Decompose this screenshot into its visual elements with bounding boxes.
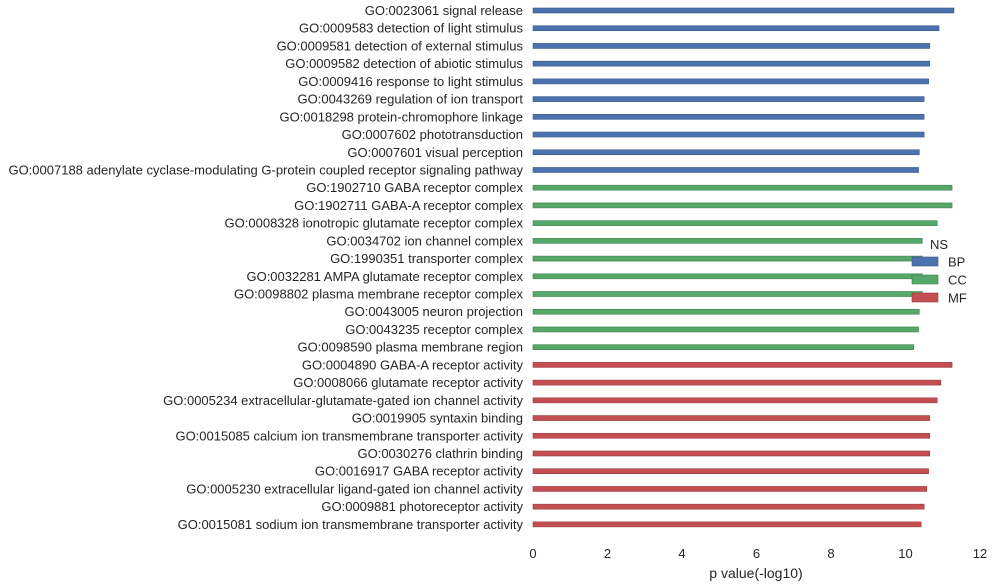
bar-mf-24 xyxy=(532,432,931,439)
category-label: GO:0009582 detection of abiotic stimulus xyxy=(285,56,523,71)
bar-mf-22 xyxy=(532,397,938,404)
bar-mf-26 xyxy=(532,468,929,475)
legend-swatch-cc xyxy=(911,274,939,285)
category-label: GO:0004890 GABA-A receptor activity xyxy=(302,357,524,372)
bar-bp-9 xyxy=(532,167,919,173)
category-label: GO:0007188 adenylate cyclase-modulating … xyxy=(8,162,523,177)
bar-bp-8 xyxy=(532,149,920,156)
bar-bp-2 xyxy=(532,43,931,49)
legend-title: NS xyxy=(930,237,948,252)
bar-cc-16 xyxy=(532,291,923,297)
bar-bp-6 xyxy=(532,114,925,120)
category-label: GO:0019905 syntaxin binding xyxy=(352,411,523,426)
x-tick-label: 12 xyxy=(973,546,987,561)
category-label: GO:0098802 plasma membrane receptor comp… xyxy=(234,287,524,302)
category-label: GO:0009581 detection of external stimulu… xyxy=(277,38,524,53)
category-label: GO:1902710 GABA receptor complex xyxy=(306,180,523,195)
legend-label-cc: CC xyxy=(948,273,967,288)
category-label: GO:1990351 transporter complex xyxy=(330,251,523,266)
legend-swatch-bp xyxy=(911,256,939,267)
bar-cc-10 xyxy=(532,184,953,191)
bar-mf-27 xyxy=(532,486,928,492)
legend-label-bp: BP xyxy=(948,255,965,270)
bar-cc-15 xyxy=(532,273,923,280)
bar-bp-7 xyxy=(532,131,925,138)
bar-cc-17 xyxy=(532,308,920,315)
bar-mf-29 xyxy=(532,521,922,528)
bar-cc-11 xyxy=(532,202,953,209)
category-label: GO:0015081 sodium ion transmembrane tran… xyxy=(178,517,524,532)
category-labels: GO:0023061 signal release GO:0009583 dete… xyxy=(8,3,523,532)
bars-group xyxy=(532,7,955,528)
bar-cc-19 xyxy=(532,344,914,350)
category-label: GO:0007601 visual perception xyxy=(347,145,523,160)
bar-mf-21 xyxy=(532,379,942,386)
category-label: GO:0043235 receptor complex xyxy=(345,322,523,337)
category-label: GO:0043005 neuron projection xyxy=(344,304,523,319)
bar-bp-4 xyxy=(532,78,929,85)
category-label: GO:0023061 signal release xyxy=(365,3,523,18)
x-tick-label: 4 xyxy=(678,546,685,561)
bar-bp-0 xyxy=(532,7,955,14)
category-label: GO:0007602 phototransduction xyxy=(342,127,523,142)
bar-mf-23 xyxy=(532,415,931,421)
category-label: GO:0032281 AMPA glutamate receptor compl… xyxy=(246,269,523,284)
category-label: GO:0005230 extracellular ligand-gated io… xyxy=(186,481,523,496)
bar-bp-1 xyxy=(532,25,940,32)
bar-mf-20 xyxy=(532,362,953,368)
bar-cc-14 xyxy=(532,255,923,262)
category-label: GO:0043269 regulation of ion transport xyxy=(298,92,524,107)
category-label: GO:1902711 GABA-A receptor complex xyxy=(294,198,523,213)
category-label: GO:0030276 clathrin binding xyxy=(357,446,523,461)
x-tick-label: 8 xyxy=(827,546,834,561)
category-label: GO:0015085 calcium ion transmembrane tra… xyxy=(175,428,523,443)
category-label: GO:0005234 extracellular-glutamate-gated… xyxy=(163,393,523,408)
bar-cc-12 xyxy=(532,220,938,226)
x-tick-label: 6 xyxy=(753,546,760,561)
bar-mf-28 xyxy=(532,503,925,510)
bar-cc-18 xyxy=(532,326,919,333)
category-label: GO:0034702 ion channel complex xyxy=(326,233,523,248)
x-tick-label: 10 xyxy=(898,546,912,561)
bar-bp-3 xyxy=(532,60,931,67)
bar-bp-5 xyxy=(532,96,925,102)
category-label: GO:0098590 plasma membrane region xyxy=(298,340,523,355)
category-label: GO:0018298 protein-chromophore linkage xyxy=(279,109,523,124)
category-label: GO:0008328 ionotropic glutamate receptor… xyxy=(225,216,524,231)
category-label: GO:0009583 detection of light stimulus xyxy=(299,21,524,36)
x-axis: 0 2 4 6 8 10 12 xyxy=(529,546,987,561)
legend: NS BP CC MF xyxy=(911,237,967,306)
x-tick-label: 2 xyxy=(604,546,611,561)
category-label: GO:0008066 glutamate receptor activity xyxy=(293,375,523,390)
x-axis-label: p value(-log10) xyxy=(709,565,802,581)
category-label: GO:0009881 photoreceptor activity xyxy=(321,499,523,514)
legend-swatch-mf xyxy=(911,292,939,303)
bar-mf-25 xyxy=(532,450,931,457)
bar-cc-13 xyxy=(532,238,923,244)
category-label: GO:0016917 GABA receptor activity xyxy=(315,464,524,479)
legend-label-mf: MF xyxy=(948,291,967,306)
x-tick-label: 0 xyxy=(529,546,536,561)
category-label: GO:0009416 response to light stimulus xyxy=(298,74,523,89)
